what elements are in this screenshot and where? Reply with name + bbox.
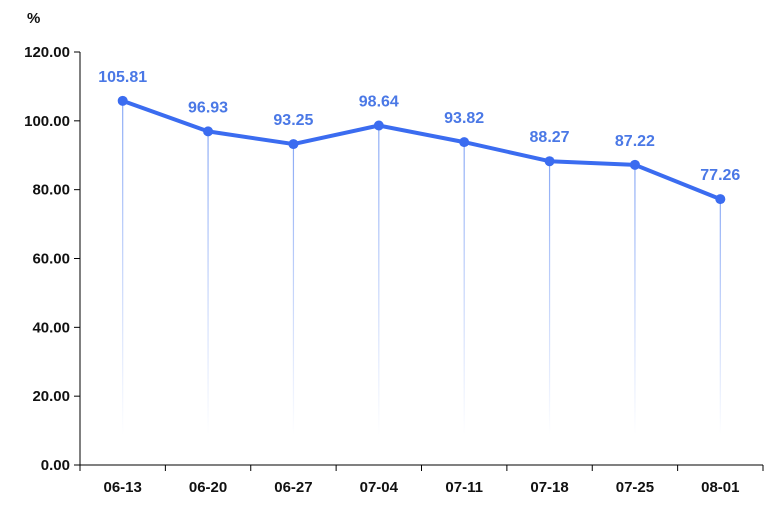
data-label: 105.81	[98, 69, 147, 86]
data-point	[373, 120, 384, 131]
y-axis-unit: %	[27, 10, 40, 27]
series-line	[120, 98, 723, 202]
data-point	[544, 156, 555, 167]
data-point	[117, 95, 128, 106]
y-tick-label: 40.00	[32, 319, 70, 336]
y-tick-label: 60.00	[32, 251, 70, 268]
data-point	[715, 194, 726, 205]
y-tick-label: 20.00	[32, 388, 70, 405]
data-label: 96.93	[188, 99, 228, 116]
x-tick-label: 07-25	[616, 479, 654, 496]
data-label: 88.27	[530, 129, 570, 146]
x-tick-label: 06-20	[189, 479, 227, 496]
data-label: 98.64	[359, 94, 399, 111]
x-tick-label: 07-11	[445, 479, 483, 496]
drop-line	[719, 199, 721, 435]
y-tick-label: 120.00	[24, 44, 70, 61]
data-label: 93.25	[273, 112, 313, 129]
drop-line	[122, 100, 124, 435]
x-tick-label: 07-04	[360, 479, 399, 496]
data-label: 77.26	[700, 167, 740, 184]
drop-line	[292, 144, 295, 436]
y-axis: 0.00 20.00 40.00 60.00 80.00 100.00 120.00	[24, 44, 81, 474]
drop-line	[207, 131, 209, 436]
data-point	[203, 126, 214, 137]
drop-line	[634, 164, 636, 435]
y-tick-label: 80.00	[32, 182, 70, 199]
data-label: 93.82	[444, 110, 484, 127]
x-tick-label: 06-13	[104, 479, 142, 496]
x-tick-label: 06-27	[274, 479, 312, 496]
data-labels: 105.81 96.93 93.25 98.64 93.82 88.27 87.22 77.2…	[98, 69, 740, 184]
drop-lines	[122, 100, 721, 436]
drop-line	[548, 161, 551, 435]
y-tick-label: 0.00	[41, 457, 70, 474]
data-label: 87.22	[615, 133, 655, 150]
x-tick-label: 07-18	[530, 479, 568, 496]
drop-line	[378, 125, 380, 435]
x-axis: 06-13 06-20 06-27 07-04 07-11 07-18 07-25 08-01	[79, 464, 764, 496]
data-point	[288, 139, 299, 150]
data-point	[629, 159, 640, 170]
x-tick-label: 08-01	[701, 479, 739, 496]
drop-line	[463, 142, 465, 435]
y-tick-label: 100.00	[24, 113, 70, 130]
data-point	[459, 137, 470, 148]
series-line-group	[117, 95, 726, 205]
